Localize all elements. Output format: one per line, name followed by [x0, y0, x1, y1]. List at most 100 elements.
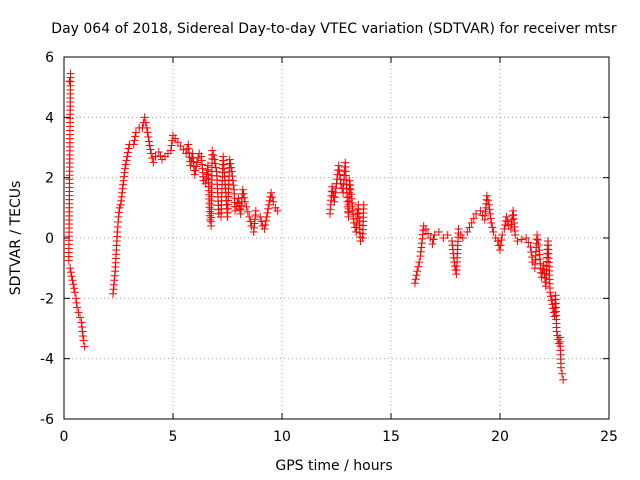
data-point [334, 161, 343, 170]
data-point [192, 158, 201, 167]
data-point [79, 336, 88, 345]
x-tick-label: 15 [382, 429, 400, 445]
data-point [428, 240, 437, 249]
data-point [245, 212, 254, 221]
data-point [496, 246, 504, 255]
y-tick-label: 0 [45, 231, 54, 247]
data-point [167, 141, 176, 150]
data-point [227, 167, 236, 176]
data-point [469, 214, 478, 223]
data-point [145, 141, 154, 150]
data-point [65, 77, 74, 86]
data-point [68, 276, 77, 285]
data-point [554, 335, 563, 344]
data-point [463, 227, 472, 236]
data-point [330, 193, 339, 202]
data-point [533, 236, 542, 245]
data-point [421, 224, 430, 233]
data-point [328, 182, 337, 191]
data-point [225, 155, 234, 164]
data-point [434, 227, 443, 236]
data-point [192, 162, 201, 171]
data-point [415, 258, 424, 267]
data-point [261, 220, 270, 229]
data-point [410, 279, 419, 288]
data-point [124, 144, 133, 153]
data-point [487, 218, 496, 227]
data-point [123, 148, 132, 157]
data-point [486, 209, 495, 218]
data-point [485, 205, 494, 214]
data-point [69, 280, 78, 289]
data-point [78, 327, 87, 336]
data-point [534, 241, 543, 250]
data-point [336, 175, 345, 184]
data-point [558, 369, 567, 378]
data-point [251, 206, 260, 215]
data-point [335, 170, 344, 179]
data-point [424, 229, 433, 238]
data-points [64, 69, 568, 384]
data-point [264, 204, 273, 213]
data-point [506, 224, 515, 233]
data-point [142, 123, 151, 132]
data-point [154, 148, 163, 157]
data-point [79, 332, 88, 341]
data-point [211, 163, 220, 172]
data-point [493, 237, 502, 246]
data-point [426, 234, 435, 242]
data-point [476, 206, 485, 215]
y-tick-label: -4 [40, 352, 54, 368]
data-point [229, 181, 238, 190]
y-tick-label: -2 [40, 291, 54, 307]
x-tick-label: 10 [273, 429, 291, 445]
data-point [489, 227, 498, 236]
chart-title: Day 064 of 2018, Sidereal Day-to-day VTE… [51, 21, 617, 37]
data-point [64, 256, 73, 265]
data-point [331, 188, 340, 197]
data-point [486, 214, 495, 223]
data-point [257, 217, 266, 226]
data-point [346, 181, 355, 190]
data-point [72, 298, 81, 307]
data-point [140, 113, 149, 122]
data-point [71, 294, 80, 303]
data-point [114, 212, 123, 221]
data-point [266, 192, 275, 201]
data-point [148, 154, 157, 163]
data-point [454, 224, 463, 233]
data-point [190, 170, 199, 179]
data-point [145, 137, 154, 146]
data-point [482, 191, 491, 200]
data-point [122, 156, 131, 165]
data-point [66, 264, 75, 273]
data-point [242, 202, 251, 211]
data-point [147, 149, 156, 158]
data-point [66, 268, 75, 277]
data-point [121, 160, 130, 169]
data-point [264, 200, 273, 209]
data-point [458, 234, 467, 242]
data-point [511, 230, 520, 239]
data-point [465, 223, 474, 232]
data-point [494, 241, 503, 250]
data-point [202, 170, 211, 179]
data-point [144, 132, 153, 141]
data-point [146, 145, 155, 154]
x-tick-label: 0 [60, 429, 69, 445]
data-point [208, 146, 217, 155]
data-point [268, 193, 277, 202]
data-point [151, 152, 160, 161]
data-point [130, 136, 139, 145]
y-tick-label: 6 [45, 50, 54, 66]
data-point [75, 313, 84, 322]
data-point [517, 235, 526, 244]
data-point [346, 185, 355, 194]
y-axis-label: SDTVAR / TECUs [8, 181, 24, 296]
data-point [330, 197, 339, 206]
data-point [239, 189, 248, 198]
data-point [211, 159, 220, 168]
data-point [557, 363, 566, 372]
data-point [77, 318, 86, 327]
